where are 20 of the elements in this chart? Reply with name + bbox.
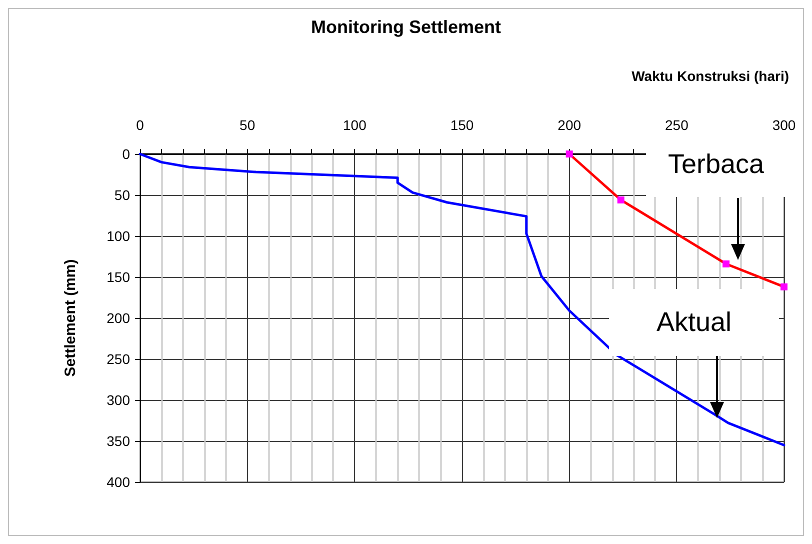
y-axis-title: Settlement (mm) [62,259,79,377]
chart-title: Monitoring Settlement [311,17,501,37]
y-tick-label: 50 [114,187,130,203]
x-tick-label: 0 [136,117,144,133]
y-tick-label: 400 [106,474,130,490]
x-tick-label: 200 [558,117,582,133]
y-tick-label: 250 [106,351,130,367]
x-tick-label: 250 [664,117,689,133]
y-tick-label: 100 [106,228,130,244]
y-tick-label: 350 [106,433,130,449]
x-axis-title: Waktu Konstruksi (hari) [632,68,790,84]
y-tick-label: 150 [106,269,130,285]
y-tick-label: 0 [122,146,130,162]
y-tick-label: 300 [106,392,130,408]
y-tick-label: 200 [106,310,130,326]
x-tick-label: 100 [342,117,367,133]
x-tick-label: 150 [450,117,474,133]
x-tick-label: 50 [240,117,256,133]
x-tick-label: 300 [772,117,796,133]
annotation: Terbaca [668,148,764,178]
